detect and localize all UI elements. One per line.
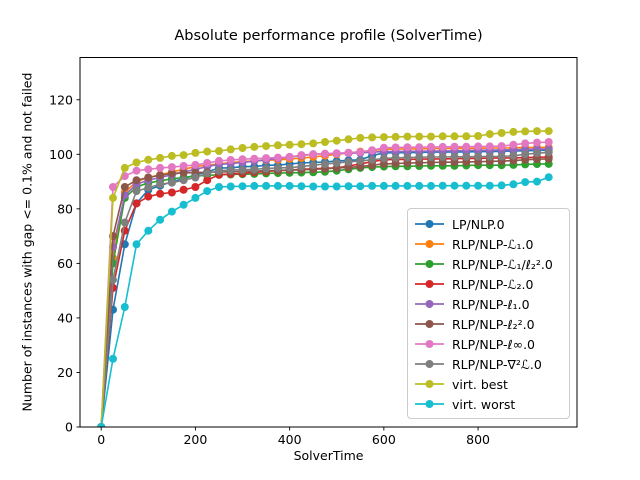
- legend-item-label: RLP/NLP-ℒ₂.0: [452, 276, 534, 292]
- legend-item: virt. worst: [414, 394, 563, 414]
- x-tick-label: 600: [372, 432, 396, 447]
- legend-item: RLP/NLP-ℓ∞.0: [414, 334, 563, 354]
- legend-marker-icon: [415, 240, 444, 248]
- series-group: [97, 127, 553, 427]
- legend-marker-icon: [415, 380, 444, 388]
- legend-item: LP/NLP.0: [414, 214, 563, 234]
- legend-item: RLP/NLP-ℓ₁.0: [414, 294, 563, 314]
- series-markers-9: [97, 173, 553, 427]
- series-markers-7: [97, 148, 553, 427]
- legend-item-label: RLP/NLP-∇²ℒ.0: [452, 356, 542, 372]
- legend-item-label: RLP/NLP-ℒ₁.0: [452, 236, 534, 252]
- legend-marker-icon: [415, 400, 444, 408]
- legend-marker-icon: [415, 320, 444, 328]
- y-tick-label: 80: [57, 201, 73, 216]
- legend-item: RLP/NLP-∇²ℒ.0: [414, 354, 563, 374]
- y-tick-label: 100: [49, 147, 73, 162]
- axes-frame: [79, 57, 578, 428]
- legend-item: RLP/NLP-ℓ₂².0: [414, 314, 563, 334]
- chart-title: Absolute performance profile (SolverTime…: [174, 28, 483, 44]
- y-tick-label: 40: [57, 310, 73, 325]
- y-axis-label: Number of instances with gap <= 0.1% and…: [19, 72, 35, 412]
- legend: LP/NLP.0 RLP/NLP-ℒ₁.0 RLP/NLP-ℒ₁/ℓ₂².0 RLP/…: [407, 208, 570, 419]
- series-markers-8: [97, 127, 553, 427]
- y-tick-label: 120: [49, 92, 73, 107]
- legend-item-label: LP/NLP.0: [452, 216, 505, 232]
- y-tick-label: 0: [65, 420, 73, 435]
- legend-item-label: RLP/NLP-ℒ₁/ℓ₂².0: [452, 256, 553, 272]
- x-tick-label: 200: [183, 432, 207, 447]
- series-markers-5: [97, 154, 553, 427]
- legend-marker-icon: [415, 340, 444, 348]
- x-tick-label: 0: [97, 432, 105, 447]
- legend-marker-icon: [415, 280, 444, 288]
- series-markers-6: [97, 138, 553, 427]
- legend-item-label: RLP/NLP-ℓ∞.0: [452, 336, 535, 352]
- legend-item-label: RLP/NLP-ℓ₂².0: [452, 316, 535, 332]
- legend-marker-icon: [415, 260, 444, 268]
- y-tick-label: 60: [57, 256, 73, 271]
- legend-item-label: RLP/NLP-ℓ₁.0: [452, 296, 530, 312]
- legend-item: RLP/NLP-ℒ₂.0: [414, 274, 563, 294]
- x-tick-label: 400: [278, 432, 302, 447]
- y-tick-label: 20: [57, 365, 73, 380]
- legend-item: RLP/NLP-ℒ₁.0: [414, 234, 563, 254]
- x-tick-label: 800: [466, 432, 490, 447]
- legend-marker-icon: [415, 220, 444, 228]
- legend-item-label: virt. best: [452, 376, 508, 392]
- x-axis-label: SolverTime: [293, 448, 364, 463]
- legend-marker-icon: [415, 360, 444, 368]
- legend-item-label: virt. worst: [452, 396, 516, 412]
- legend-item: RLP/NLP-ℒ₁/ℓ₂².0: [414, 254, 563, 274]
- legend-item: virt. best: [414, 374, 563, 394]
- legend-marker-icon: [415, 300, 444, 308]
